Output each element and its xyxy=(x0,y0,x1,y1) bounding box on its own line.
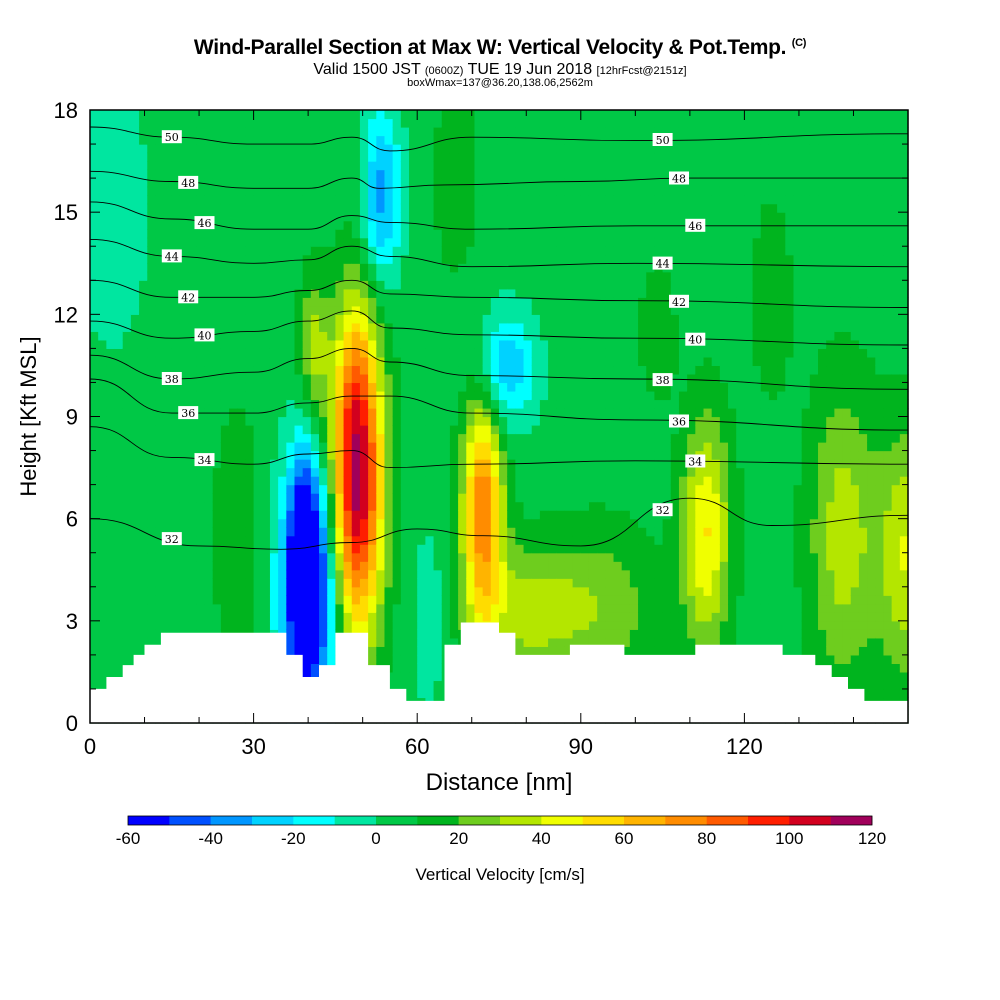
y-tick-label: 0 xyxy=(66,711,78,736)
colorbar-swatch xyxy=(624,816,666,825)
theta-label-44: 44 xyxy=(161,249,182,263)
y-tick-label: 15 xyxy=(54,200,78,225)
y-tick-label: 12 xyxy=(54,302,78,327)
theta-label-36: 36 xyxy=(669,414,689,429)
colorbar-swatch xyxy=(706,816,749,825)
axis-ticks xyxy=(89,109,909,724)
colorbar-tick-label: 80 xyxy=(697,829,716,848)
x-tick-label: 60 xyxy=(405,734,429,759)
theta-label-44: 44 xyxy=(652,256,673,271)
colorbar-swatch xyxy=(500,816,542,825)
theta-labels: 50 50 48 48 46 46 44 44 42 42 40 40 38 38 36 36 34 34 32 32 xyxy=(161,130,706,546)
theta-label-34: 34 xyxy=(194,453,215,467)
colorbar-swatch xyxy=(417,816,459,825)
theta-label-42: 42 xyxy=(178,290,199,304)
copyright-mark: (C) xyxy=(791,37,807,49)
x-tick-label: 90 xyxy=(569,734,593,759)
colorbar-frame xyxy=(127,815,873,826)
theta-label-48: 48 xyxy=(178,175,199,190)
y-axis-label: Height [Kft MSL] xyxy=(16,336,41,496)
theta-contour-32 xyxy=(89,497,909,550)
y-tick-label: 18 xyxy=(54,98,78,123)
colorbar-tick-label: 20 xyxy=(449,829,468,848)
colorbar-swatch xyxy=(582,816,625,825)
colorbar: -60 -40 -20 0 20 40 60 80 100 120 Vertical Velocit… xyxy=(116,815,886,884)
x-tick-label: 30 xyxy=(241,734,265,759)
theta-label-46: 46 xyxy=(194,216,215,230)
theta-label-46: 46 xyxy=(685,218,706,233)
colorbar-tick-label: -40 xyxy=(198,829,223,848)
theta-label-32: 32 xyxy=(652,503,673,517)
colorbar-tick-label: 120 xyxy=(858,829,886,848)
theta-label-48: 48 xyxy=(669,171,689,186)
colorbar-tick-label: -60 xyxy=(116,829,141,848)
x-axis-label: Distance [nm] xyxy=(426,769,573,796)
colorbar-swatch xyxy=(252,816,294,825)
colorbar-tick-label: 40 xyxy=(532,829,551,848)
theta-contour-36 xyxy=(89,378,909,431)
colorbar-swatch xyxy=(748,816,790,825)
colorbar-tick-label: 0 xyxy=(371,829,380,848)
colorbar-swatch xyxy=(210,816,253,825)
theta-contours xyxy=(89,126,909,550)
theta-label-50: 50 xyxy=(652,133,673,147)
theta-label-50: 50 xyxy=(161,130,182,144)
y-tick-label: 9 xyxy=(66,405,78,430)
theta-label-34: 34 xyxy=(685,454,706,469)
theta-contour-42 xyxy=(89,279,909,308)
colorbar-label: Vertical Velocity [cm/s] xyxy=(415,865,584,884)
colorbar-swatch xyxy=(541,816,583,825)
colorbar-tick-label: 60 xyxy=(615,829,634,848)
y-tick-label: 6 xyxy=(66,507,78,532)
velocity-field xyxy=(90,110,909,724)
x-tick-label: 120 xyxy=(726,734,763,759)
forecast-info: [12hrFcst@2151z] xyxy=(596,65,687,77)
valid-utc: (0600Z) xyxy=(424,65,464,77)
valid-time: Valid 1500 JST xyxy=(313,61,421,78)
chart-title: Wind-Parallel Section at Max W: Vertical… xyxy=(0,36,1000,60)
x-tick-label: 0 xyxy=(84,734,96,759)
theta-label-32: 32 xyxy=(161,532,182,546)
title-text: Wind-Parallel Section at Max W: Vertical… xyxy=(193,36,787,59)
colorbar-swatch xyxy=(458,816,501,825)
theta-label-40: 40 xyxy=(685,332,706,347)
chart-subtitle: Valid 1500 JST (0600Z) TUE 19 Jun 2018 [… xyxy=(0,61,1000,79)
theta-label-42: 42 xyxy=(669,294,689,309)
valid-day: TUE 19 Jun 2018 xyxy=(467,61,593,78)
colorbar-swatch xyxy=(169,816,211,825)
theta-label-36: 36 xyxy=(178,406,199,420)
colorbar-tick-label: 100 xyxy=(775,829,803,848)
theta-label-38: 38 xyxy=(161,372,182,386)
box-info: boxWmax=137@36.20,138.06,2562m xyxy=(407,77,593,89)
colorbar-swatch xyxy=(665,816,707,825)
y-tick-label: 3 xyxy=(66,609,78,634)
colorbar-swatch xyxy=(789,816,831,825)
colorbar-swatch xyxy=(334,816,377,825)
terrain-mask xyxy=(90,622,908,723)
theta-label-40: 40 xyxy=(194,328,215,342)
colorbar-swatch xyxy=(376,816,418,825)
colorbar-swatch xyxy=(293,816,335,825)
colorbar-swatch xyxy=(128,816,170,825)
colorbar-tick-label: -20 xyxy=(281,829,306,848)
colorbar-swatch xyxy=(830,816,873,825)
theta-label-38: 38 xyxy=(652,373,673,387)
